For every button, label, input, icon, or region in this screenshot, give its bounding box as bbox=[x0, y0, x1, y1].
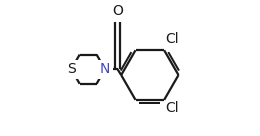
Text: N: N bbox=[100, 62, 110, 76]
Text: O: O bbox=[112, 4, 123, 18]
Text: S: S bbox=[67, 62, 76, 76]
Text: Cl: Cl bbox=[166, 101, 179, 115]
Text: Cl: Cl bbox=[166, 32, 179, 46]
